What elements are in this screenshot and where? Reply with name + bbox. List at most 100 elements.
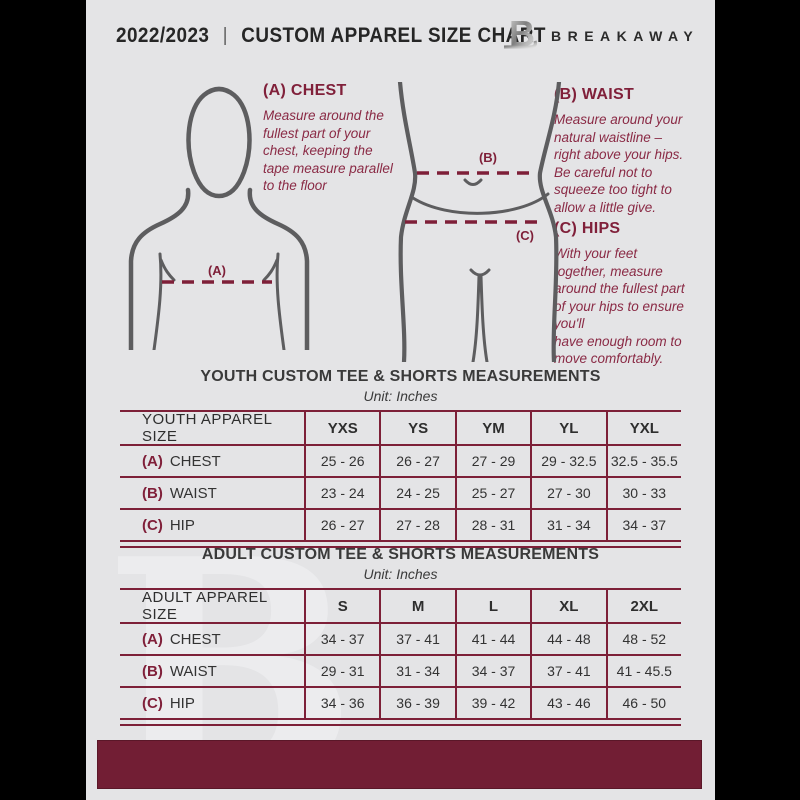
measurement-cell: 31 - 34 [379,656,454,686]
measurement-cell: 37 - 41 [379,624,454,654]
row-prefix: (A) [142,630,163,648]
upper-body-figure: (A) [128,86,310,350]
figure-navel [463,178,483,186]
row-label: HIP [169,694,195,712]
row-label: WAIST [169,484,217,502]
measurement-cell: 30 - 33 [605,478,681,508]
row-label: WAIST [169,662,217,680]
page-title: CUSTOM APPAREL SIZE CHART [241,24,546,47]
measurement-cell: 27 - 30 [530,478,605,508]
measurement-cell: 48 - 52 [605,624,681,654]
youth-size-table: YOUTH APPAREL SIZE YXS YS YM YL YXL (A) … [120,410,681,548]
measurement-cell: 23 - 24 [304,478,379,508]
lower-body-figure: (B) (C) [397,82,562,362]
chest-marker-label: (A) [208,263,226,278]
figure-right-armpit-tick [262,258,279,282]
row-prefix: (C) [142,694,163,712]
measurement-cell: 28 - 31 [454,510,530,540]
table-row: (C) HIP 34 - 36 36 - 39 39 - 42 43 - 46 … [120,688,681,720]
measurement-cell: 31 - 34 [530,510,605,540]
figure-waistband-curve [411,192,550,215]
waist-heading: (B) WAIST [554,86,635,103]
figure-left-side [397,82,418,362]
adult-size-table: ADULT APPAREL SIZE S M L XL 2XL (A) CHES… [120,588,681,726]
row-prefix: (B) [142,662,163,680]
youth-table-title: YOUTH CUSTOM TEE & SHORTS MEASUREMENTS [200,368,601,385]
measurement-cell: 44 - 48 [530,624,605,654]
measurement-cell: 26 - 27 [379,446,454,476]
table-row: (B) WAIST 29 - 31 31 - 34 34 - 37 37 - 4… [120,656,681,688]
measurement-cell: 34 - 37 [605,510,681,540]
table-header-row: ADULT APPAREL SIZE S M L XL 2XL [120,589,681,624]
row-label: HIP [169,516,195,534]
measurement-cell: 27 - 28 [379,510,454,540]
hips-heading: (C) HIPS [554,220,621,237]
measurement-cell: 29 - 31 [304,656,379,686]
column-header: L [454,590,530,622]
measurement-cell: 41 - 45.5 [605,656,681,686]
hips-instructions: With your feet together, measure around … [554,246,685,366]
season-label: 2022/2023 [116,24,210,47]
waist-instructions: Measure around your natural waistline – … [554,112,684,215]
row-label-cell: (A) CHEST [120,624,304,654]
figure-right-inner-leg [479,274,489,362]
figure-left-inner-leg [471,274,481,362]
figure-crotch-curve [469,268,491,277]
measurement-cell: 37 - 41 [530,656,605,686]
measurement-cell: 24 - 25 [379,478,454,508]
waist-marker-label: (B) [479,150,497,165]
column-header: YXL [605,412,681,444]
logo-base-stroke [504,40,538,49]
figure-left-armpit-tick [159,258,176,282]
table-row: (A) CHEST 25 - 26 26 - 27 27 - 29 29 - 3… [120,446,681,478]
measurement-cell: 27 - 29 [454,446,530,476]
column-header: YOUTH APPAREL SIZE [142,411,272,445]
adult-table-unit: Unit: Inches [363,566,438,582]
column-header: YL [530,412,605,444]
measurement-cell: 25 - 27 [454,478,530,508]
figure-right-arm-line [275,252,286,350]
table-row: (C) HIP 26 - 27 27 - 28 28 - 31 31 - 34 … [120,510,681,542]
measurement-cell: 39 - 42 [454,688,530,718]
measurement-cell: 34 - 37 [454,656,530,686]
chest-heading: (A) CHEST [263,82,347,99]
youth-table-unit: Unit: Inches [363,388,438,404]
row-label-cell: (B) WAIST [120,656,304,686]
row-label-cell: (B) WAIST [120,478,304,508]
document-header: 2022/2023 | CUSTOM APPAREL SIZE CHART [116,24,546,48]
measurement-cell: 25 - 26 [304,446,379,476]
table-row: (B) WAIST 23 - 24 24 - 25 25 - 27 27 - 3… [120,478,681,510]
measurement-cell: 34 - 37 [304,624,379,654]
adult-table-title: ADULT CUSTOM TEE & SHORTS MEASUREMENTS [201,546,600,563]
figure-right-shoulder [247,187,310,350]
table-header-row: YOUTH APPAREL SIZE YXS YS YM YL YXL [120,411,681,446]
row-label-cell: (C) HIP [120,510,304,540]
measurement-cell: 36 - 39 [379,688,454,718]
figure-left-shoulder [128,187,191,350]
measurement-cell: 46 - 50 [605,688,681,718]
chart-page: B 2022/2023 | CUSTOM APPAREL SIZE CHART … [86,0,715,800]
measurement-cell: 32.5 - 35.5 [605,446,681,476]
column-header: 2XL [605,590,681,622]
figure-left-arm-line [152,252,163,350]
hip-marker-label: (C) [516,228,534,243]
measurement-cell: 43 - 46 [530,688,605,718]
column-header: XL [530,590,605,622]
column-header: S [304,590,379,622]
figure-head-outline [186,86,252,199]
brand-lockup: B BREAKAWAY [498,13,699,59]
brand-name: BREAKAWAY [551,28,700,44]
breakaway-logo-icon: B [504,13,538,54]
column-header: M [379,590,454,622]
row-label: CHEST [169,630,221,648]
row-label-cell: (A) CHEST [120,446,304,476]
column-header: ADULT APPAREL SIZE [142,589,268,623]
row-prefix: (C) [142,516,163,534]
figure-right-side [537,82,562,362]
header-separator: | [222,25,228,46]
measurement-cell: 26 - 27 [304,510,379,540]
column-header: YM [454,412,530,444]
row-label: CHEST [169,452,221,470]
table-row: (A) CHEST 34 - 37 37 - 41 41 - 44 44 - 4… [120,624,681,656]
